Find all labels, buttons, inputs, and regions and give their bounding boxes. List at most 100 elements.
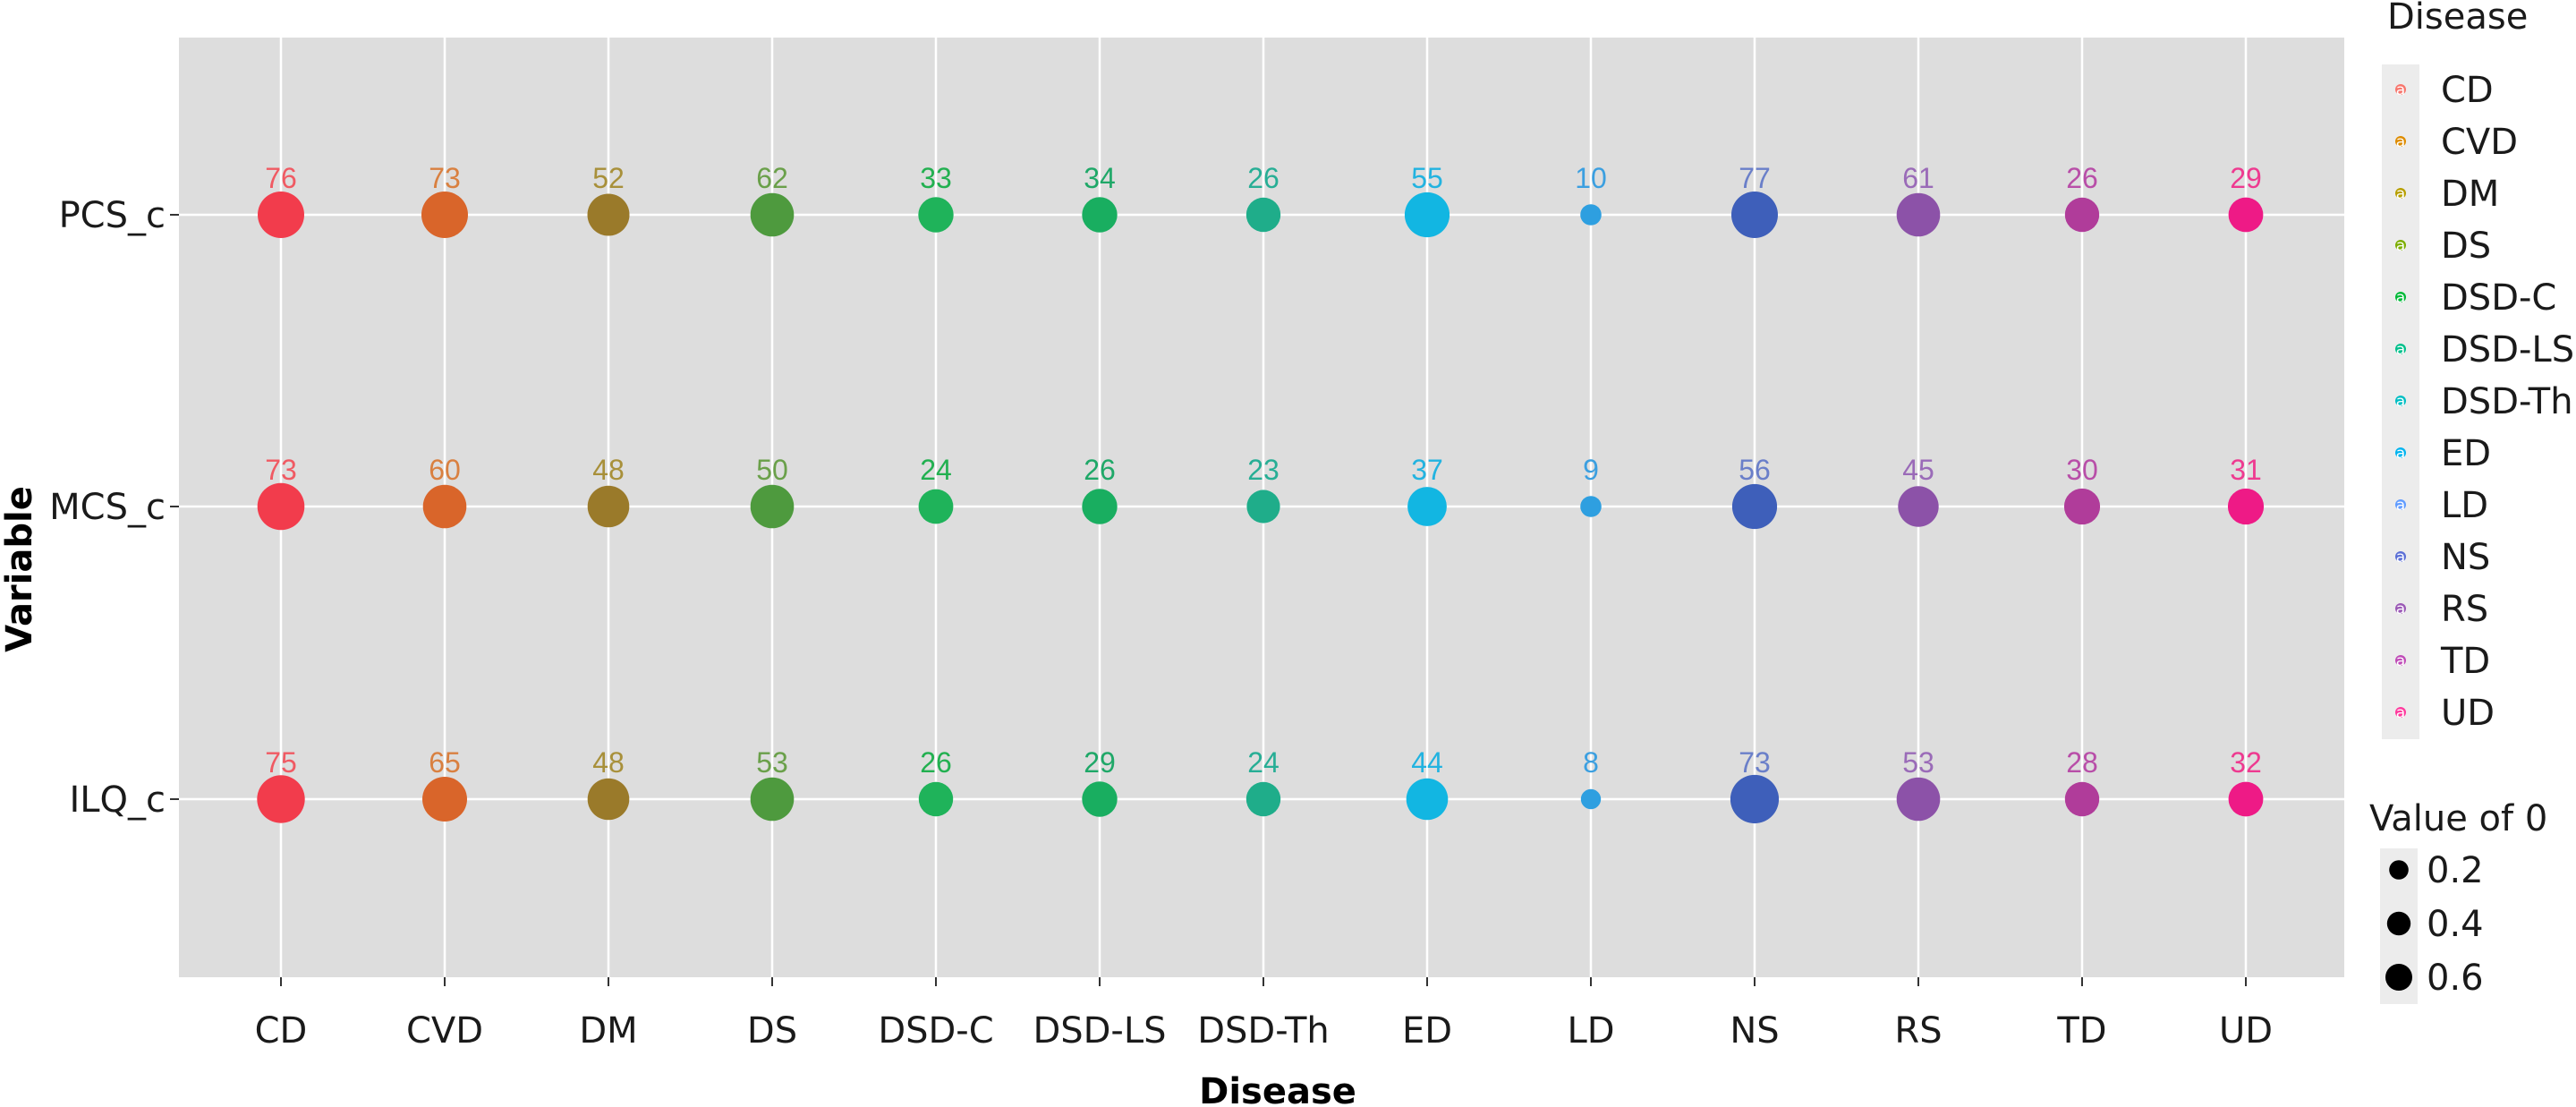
legend-key-glyph: a bbox=[2396, 445, 2405, 463]
data-label: 9 bbox=[1583, 454, 1599, 486]
data-point bbox=[1580, 204, 1602, 226]
data-point bbox=[258, 192, 304, 238]
disease-legend: Disease a CD a CVD a DM a DS a DSD-C a DSD-LS a DSD-T… bbox=[2382, 0, 2574, 739]
data-point bbox=[1580, 496, 1602, 517]
legend-label: CVD bbox=[2441, 122, 2518, 163]
data-label: 53 bbox=[756, 746, 788, 779]
x-tick-label: CVD bbox=[406, 1010, 483, 1052]
x-tick-label: DS bbox=[747, 1010, 797, 1052]
size-legend-key bbox=[2385, 964, 2412, 991]
y-axis-ticks: PCS_c MCS_c ILQ_c bbox=[49, 195, 179, 821]
y-tick-label: PCS_c bbox=[59, 195, 166, 236]
data-point bbox=[750, 484, 795, 529]
data-point bbox=[1731, 483, 1778, 530]
data-point bbox=[2228, 197, 2264, 233]
data-point bbox=[918, 489, 954, 524]
size-legend-label: 0.6 bbox=[2427, 958, 2484, 999]
legend-key bbox=[2395, 707, 2406, 718]
data-point bbox=[1245, 197, 1281, 233]
legend-key-glyph: a bbox=[2396, 237, 2405, 255]
data-point bbox=[750, 192, 795, 237]
size-legend-key bbox=[2386, 911, 2411, 936]
data-point bbox=[587, 778, 630, 821]
data-point bbox=[2227, 488, 2265, 525]
x-tick-label: UD bbox=[2219, 1010, 2273, 1052]
data-point bbox=[1246, 490, 1280, 524]
x-tick-label: NS bbox=[1730, 1010, 1779, 1052]
data-point bbox=[1245, 781, 1281, 817]
data-label: 61 bbox=[1902, 162, 1934, 194]
data-label: 37 bbox=[1411, 454, 1443, 486]
data-label: 24 bbox=[920, 454, 952, 486]
data-point bbox=[2064, 197, 2100, 233]
legend-key bbox=[2395, 292, 2406, 302]
x-tick-label: CD bbox=[255, 1010, 308, 1052]
legend-label: TD bbox=[2440, 641, 2490, 682]
value-labels: 76 73 52 62 33 34 26 55 10 77 61 26 29 73 60 48 50 24 26 23… bbox=[265, 162, 2262, 779]
data-label: 31 bbox=[2230, 454, 2262, 486]
size-legend-label: 0.2 bbox=[2427, 850, 2484, 891]
legend-key-glyph: a bbox=[2396, 185, 2405, 203]
legend-label: ED bbox=[2441, 433, 2491, 474]
legend-label: CD bbox=[2441, 70, 2494, 111]
data-point bbox=[750, 777, 795, 822]
legend-key-glyph: a bbox=[2396, 497, 2405, 515]
data-point bbox=[1730, 774, 1780, 824]
size-legend-key bbox=[2389, 860, 2409, 880]
legend-key bbox=[2395, 240, 2406, 251]
x-tick-label: ED bbox=[1402, 1010, 1452, 1052]
size-legend-label: 0.4 bbox=[2427, 904, 2484, 945]
legend-label: UD bbox=[2441, 693, 2495, 734]
legend-key bbox=[2395, 499, 2406, 510]
size-legend: Value of 0 0.2 0.4 0.6 bbox=[2369, 798, 2547, 1004]
data-label: 24 bbox=[1247, 746, 1279, 779]
data-point bbox=[1407, 487, 1447, 526]
data-label: 55 bbox=[1411, 162, 1443, 194]
legend-key-glyph: a bbox=[2396, 289, 2405, 307]
data-label: 73 bbox=[265, 454, 297, 486]
data-point bbox=[1896, 777, 1941, 822]
data-label: 65 bbox=[429, 746, 461, 779]
data-label: 44 bbox=[1411, 746, 1443, 779]
legend-key-glyph: a bbox=[2396, 549, 2405, 566]
legend-key bbox=[2395, 655, 2406, 666]
legend-key-glyph: a bbox=[2396, 704, 2405, 722]
data-point bbox=[1898, 486, 1939, 527]
x-tick-label: DM bbox=[579, 1010, 637, 1052]
legend-label: RS bbox=[2441, 589, 2488, 630]
legend-key bbox=[2395, 136, 2406, 147]
legend-label: DSD-C bbox=[2441, 277, 2556, 319]
legend-key bbox=[2395, 344, 2406, 354]
data-point bbox=[257, 482, 305, 531]
x-axis-ticks: CD CVD DM DS DSD-C DSD-LS DSD-Th ED LD NS RS TD UD bbox=[255, 977, 2273, 1052]
data-label: 77 bbox=[1739, 162, 1771, 194]
data-label: 50 bbox=[756, 454, 788, 486]
data-label: 26 bbox=[1084, 454, 1116, 486]
data-label: 73 bbox=[1739, 746, 1771, 779]
data-label: 26 bbox=[920, 746, 952, 779]
data-point bbox=[2063, 488, 2101, 525]
data-label: 26 bbox=[1247, 162, 1279, 194]
data-label: 48 bbox=[592, 746, 625, 779]
data-label: 29 bbox=[2230, 162, 2262, 194]
data-point bbox=[421, 192, 468, 238]
data-point bbox=[1896, 192, 1941, 237]
data-label: 28 bbox=[2066, 746, 2098, 779]
legend-label: NS bbox=[2441, 537, 2490, 578]
data-label: 8 bbox=[1583, 746, 1599, 779]
legend-key bbox=[2395, 396, 2406, 406]
data-point bbox=[422, 777, 467, 822]
data-label: 52 bbox=[592, 162, 625, 194]
data-point bbox=[1406, 778, 1449, 821]
legend-key bbox=[2395, 84, 2406, 95]
x-tick-label: DSD-Th bbox=[1197, 1010, 1330, 1052]
x-tick-label: TD bbox=[2056, 1010, 2106, 1052]
legend-label: DM bbox=[2441, 174, 2499, 215]
data-label: 48 bbox=[592, 454, 625, 486]
legend-label: DS bbox=[2441, 226, 2491, 267]
legend-key bbox=[2395, 188, 2406, 199]
data-label: 30 bbox=[2066, 454, 2098, 486]
data-point bbox=[1082, 781, 1118, 817]
y-axis-title: Variable bbox=[0, 486, 40, 652]
